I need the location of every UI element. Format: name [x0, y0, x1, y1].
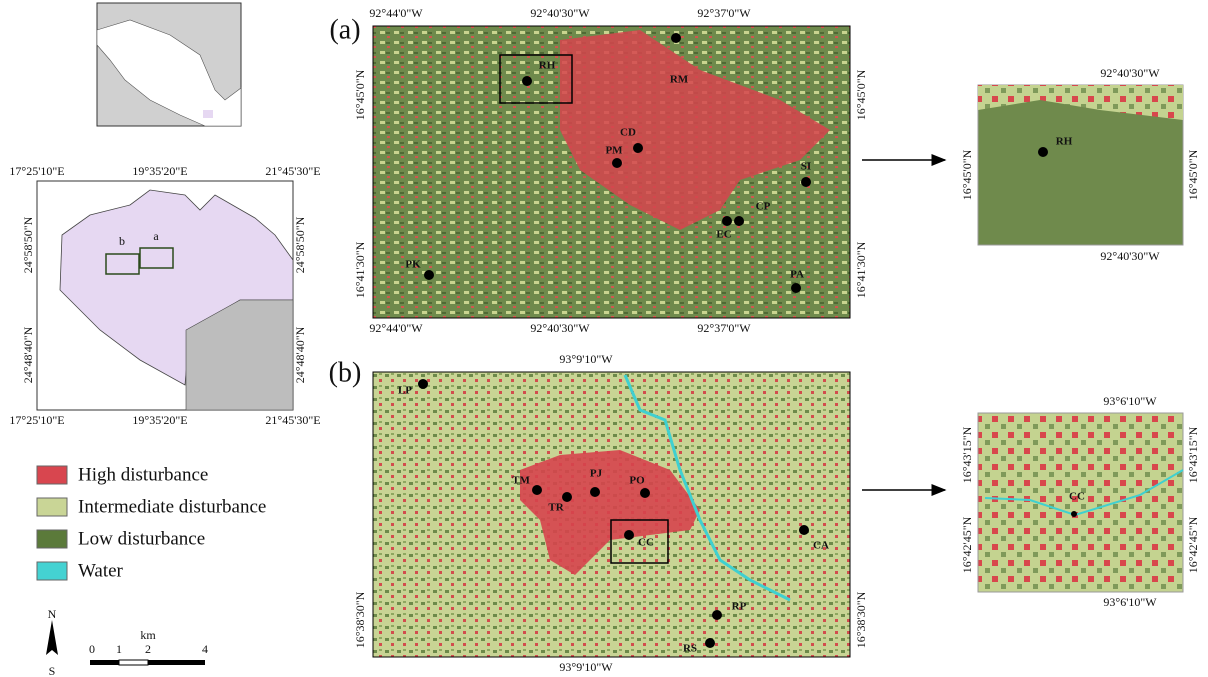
site-label: TR: [548, 502, 564, 514]
scale-tick: 0: [89, 642, 95, 656]
legend-swatch: [37, 466, 67, 484]
site-marker: [624, 530, 634, 540]
tick-label: 16°41'30"N: [353, 241, 367, 298]
figure: 17°25'10"E 19°35'20"E 21°45'30"E 17°25'10"E…: [0, 0, 1208, 677]
tick-label: 21°45'30"E: [265, 164, 320, 178]
tick-label: 92°40'30"W: [530, 321, 590, 335]
tick-label: 92°40'30"W: [1100, 249, 1160, 263]
site-marker: [590, 487, 600, 497]
tick-label: 16°43'15"N: [1186, 426, 1200, 483]
tick-label: 92°40'30"W: [1100, 66, 1160, 80]
panel-label: (a): [329, 14, 360, 45]
site-marker: [722, 216, 732, 226]
tick-label: 19°35'20"E: [132, 164, 187, 178]
site-label: PK: [405, 259, 421, 271]
tick-label: 24°58'50"N: [21, 216, 35, 273]
tick-label: 16°38'30"N: [854, 591, 868, 648]
site-label: PJ: [590, 468, 603, 480]
tick-label: 19°35'20"E: [132, 413, 187, 427]
tick-label: 16°43'15"N: [960, 426, 974, 483]
north-arrow: [46, 620, 58, 655]
tick-label: 16°41'30"N: [854, 241, 868, 298]
legend-swatch: [37, 530, 67, 548]
tick-label: 16°38'30"N: [353, 591, 367, 648]
site-marker: [671, 33, 681, 43]
tick-label: 17°25'10"E: [9, 164, 64, 178]
site-marker: [801, 177, 811, 187]
tick-label: 93°9'10"W: [559, 660, 613, 674]
site-label: PO: [629, 475, 645, 487]
tick-label: 93°9'10"W: [559, 352, 613, 366]
site-marker: [532, 485, 542, 495]
tick-label: 92°37'0"W: [697, 6, 751, 20]
site-marker: [612, 158, 622, 168]
tick-label: 16°45'0"N: [353, 69, 367, 120]
site-marker: [562, 492, 572, 502]
site-label: EC: [716, 229, 731, 241]
scale-tick: 1: [116, 642, 122, 656]
tick-label: 92°44'0"W: [369, 321, 423, 335]
scale-tick: 4: [202, 642, 208, 656]
site-label: CC: [1069, 491, 1085, 503]
scale-seg: [148, 660, 205, 665]
tick-label: 17°25'10"E: [9, 413, 64, 427]
site-marker: [734, 216, 744, 226]
tick-label: 93°6'10"W: [1103, 394, 1157, 408]
site-label: CA: [813, 540, 829, 552]
tick-label: 16°42'45"N: [960, 516, 974, 573]
panel-label: (b): [329, 357, 362, 388]
site-label: LP: [398, 385, 412, 397]
legend-label: Water: [78, 560, 124, 581]
site-label: RH: [1056, 136, 1073, 148]
site-marker: [791, 283, 801, 293]
scale-seg: [119, 660, 148, 665]
site-label: SI: [801, 161, 811, 173]
site-label: TM: [512, 475, 530, 487]
site-marker: [705, 638, 715, 648]
tick-label: 21°45'30"E: [265, 413, 320, 427]
legend-swatch: [37, 498, 67, 516]
site-label: CP: [756, 201, 771, 213]
site-marker: [799, 525, 809, 535]
scale-seg: [90, 660, 119, 665]
site-marker: [1071, 511, 1077, 517]
site-marker: [418, 379, 428, 389]
site-label: CD: [620, 127, 636, 139]
site-label: CC: [638, 537, 654, 549]
tick-label: 16°45'0"N: [960, 149, 974, 200]
legend-label: High disturbance: [78, 464, 208, 485]
scale-tick: 2: [145, 642, 151, 656]
box-label: a: [153, 229, 159, 243]
scale-unit: km: [140, 628, 156, 642]
site-marker: [633, 143, 643, 153]
site-label: RM: [670, 74, 689, 86]
tick-label: 92°44'0"W: [369, 6, 423, 20]
box-label: b: [119, 234, 125, 248]
site-label: PA: [790, 269, 804, 281]
tick-label: 16°42'45"N: [1186, 516, 1200, 573]
tick-label: 92°40'30"W: [530, 6, 590, 20]
tick-label: 24°48'40"N: [293, 326, 307, 383]
tick-label: 16°45'0"N: [1186, 149, 1200, 200]
tick-label: 24°48'40"N: [21, 326, 35, 383]
site-label: RH: [539, 60, 556, 72]
legend-swatch: [37, 562, 67, 580]
tick-label: 92°37'0"W: [697, 321, 751, 335]
tick-label: 24°58'50"N: [293, 216, 307, 273]
site-label: RP: [732, 601, 747, 613]
site-marker: [522, 76, 532, 86]
north-label: N: [48, 607, 57, 621]
site-marker: [1038, 147, 1048, 157]
site-label: PM: [605, 145, 623, 157]
south-label: S: [49, 664, 56, 677]
site-marker: [640, 488, 650, 498]
tick-label: 16°45'0"N: [854, 69, 868, 120]
legend-label: Intermediate disturbance: [78, 496, 266, 517]
site-label: RS: [683, 643, 697, 655]
chiapas-highlight: [203, 110, 213, 118]
legend-label: Low disturbance: [78, 528, 205, 549]
site-marker: [712, 610, 722, 620]
site-marker: [424, 270, 434, 280]
tick-label: 93°6'10"W: [1103, 595, 1157, 609]
